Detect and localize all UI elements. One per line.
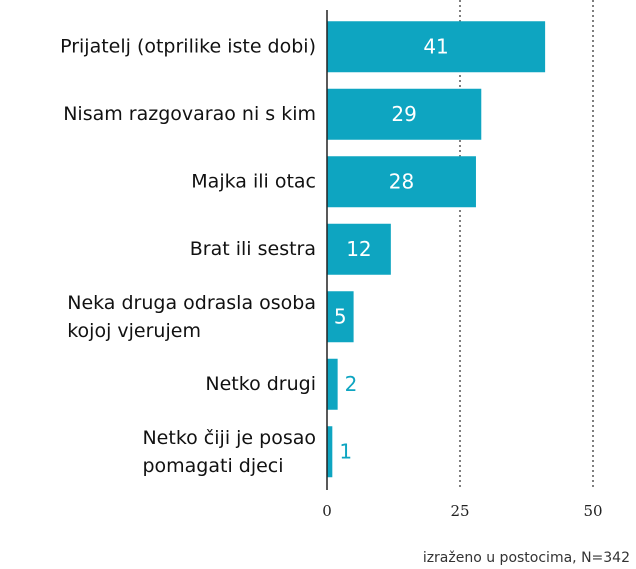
bar bbox=[327, 88, 482, 140]
bar bbox=[327, 156, 476, 208]
bar bbox=[327, 21, 546, 73]
category-label: Brat ili sestra bbox=[190, 238, 316, 260]
value-label: 12 bbox=[346, 237, 371, 261]
value-label: 2 bbox=[345, 372, 358, 396]
bar bbox=[327, 223, 391, 275]
bar bbox=[327, 358, 338, 410]
footnote: izraženo u postocima, N=342 bbox=[423, 550, 630, 566]
x-tick-label: 25 bbox=[450, 502, 469, 520]
value-label: 1 bbox=[339, 439, 352, 463]
x-tick-label: 0 bbox=[322, 502, 332, 520]
bar bbox=[327, 291, 354, 343]
x-tick-label: 50 bbox=[583, 502, 602, 520]
category-label: Netko čiji je posao pomagati djeci bbox=[142, 426, 316, 476]
category-label: Neka druga odrasla osoba kojoj vjerujem bbox=[67, 291, 316, 341]
category-label: Prijatelj (otprilike iste dobi) bbox=[60, 35, 316, 57]
category-label: Majka ili otac bbox=[191, 170, 316, 192]
category-label: Nisam razgovarao ni s kim bbox=[63, 103, 316, 125]
value-label: 28 bbox=[389, 169, 414, 193]
bar bbox=[327, 426, 333, 478]
value-label: 41 bbox=[423, 34, 448, 58]
value-label: 29 bbox=[391, 102, 416, 126]
category-label: Netko drugi bbox=[205, 373, 316, 395]
value-label: 5 bbox=[334, 304, 347, 328]
